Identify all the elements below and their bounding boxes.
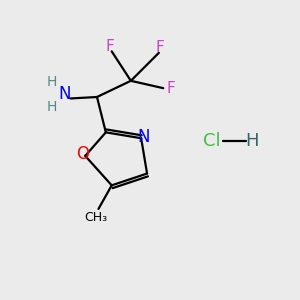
Text: H: H: [46, 75, 56, 89]
Text: F: F: [166, 81, 175, 96]
Text: F: F: [106, 39, 115, 54]
Text: Cl: Cl: [203, 132, 220, 150]
Text: O: O: [76, 146, 89, 164]
Text: N: N: [138, 128, 150, 146]
Text: H: H: [46, 100, 56, 114]
Text: CH₃: CH₃: [84, 211, 107, 224]
Text: H: H: [245, 132, 258, 150]
Text: F: F: [156, 40, 165, 55]
Text: N: N: [58, 85, 71, 103]
